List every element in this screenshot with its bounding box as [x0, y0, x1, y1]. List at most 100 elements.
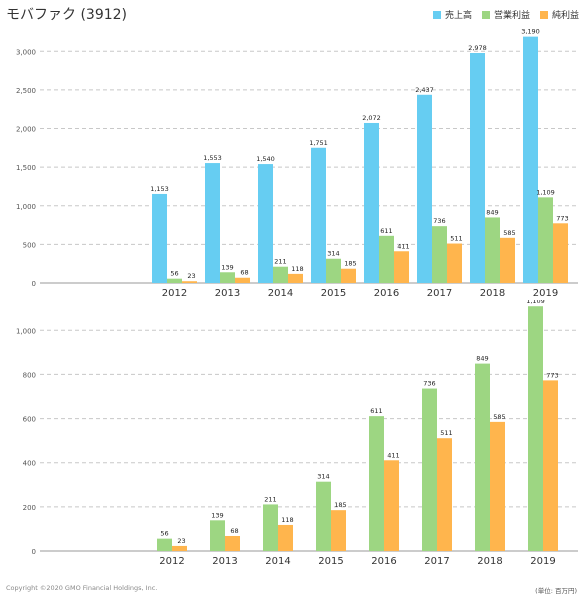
- data-label: 139: [211, 511, 223, 519]
- unit-label: (単位: 百万円): [535, 587, 577, 595]
- data-label: 185: [334, 501, 346, 509]
- bar: [182, 281, 197, 283]
- data-label: 849: [486, 208, 498, 216]
- bar: [523, 36, 538, 283]
- bar: [422, 388, 437, 551]
- data-label: 585: [493, 413, 505, 421]
- legend-label-operating-profit: 営業利益: [493, 11, 530, 21]
- bar: [417, 94, 432, 284]
- data-label: 56: [160, 530, 168, 538]
- bar: [210, 520, 225, 551]
- y-tick-label: 3,000: [16, 48, 36, 56]
- legend-item-net-profit: 純利益: [539, 8, 579, 21]
- bar: [167, 278, 182, 283]
- x-tick-label: 2017: [424, 556, 449, 565]
- data-label: 1,540: [256, 155, 275, 163]
- data-label: 118: [291, 265, 303, 273]
- y-tick-label: 2,500: [16, 87, 36, 95]
- y-tick-label: 1,000: [16, 203, 36, 211]
- bar: [288, 273, 303, 283]
- bar: [528, 306, 543, 551]
- x-tick-label: 2018: [477, 556, 502, 565]
- legend-item-operating-profit: 営業利益: [481, 8, 530, 21]
- bottom-bar-chart: 0 200 400 600 800 1,000 56 23 2012 139 68 2013 211 11…: [16, 300, 578, 565]
- data-label: 1,109: [526, 300, 545, 305]
- bar: [273, 266, 288, 283]
- x-tick-label: 2014: [265, 556, 290, 565]
- bar: [258, 164, 273, 283]
- data-label: 2,437: [415, 86, 434, 94]
- x-tick-label: 2016: [371, 556, 396, 565]
- bar: [331, 510, 346, 551]
- bar: [553, 223, 568, 283]
- data-label: 773: [556, 214, 568, 222]
- bar: [379, 235, 394, 283]
- bar: [394, 251, 409, 283]
- bar: [475, 363, 490, 551]
- data-label: 736: [423, 380, 435, 388]
- x-tick-label: 2017: [427, 288, 452, 299]
- bar: [205, 163, 220, 283]
- legend: 売上高 営業利益 純利益: [432, 8, 579, 21]
- bar: [311, 147, 326, 283]
- data-label: 1,153: [150, 185, 169, 193]
- bar: [220, 272, 235, 283]
- bar: [490, 421, 505, 551]
- data-label: 314: [327, 250, 339, 258]
- bar: [172, 545, 187, 551]
- y-tick-label: 1,500: [16, 164, 36, 172]
- data-label: 118: [281, 516, 293, 524]
- data-label: 849: [476, 355, 488, 363]
- data-label: 585: [503, 229, 515, 237]
- data-label: 211: [264, 495, 276, 503]
- data-label: 23: [187, 272, 195, 280]
- data-label: 211: [274, 258, 286, 266]
- data-label: 185: [344, 260, 356, 268]
- bar: [364, 122, 379, 283]
- x-tick-label: 2014: [268, 288, 293, 299]
- y-tick-label: 2,000: [16, 126, 36, 134]
- legend-swatch-net-profit: [539, 10, 548, 19]
- data-label: 1,109: [536, 188, 555, 196]
- bar: [437, 438, 452, 551]
- y-tick-label: 400: [23, 460, 36, 468]
- chart-title: モバファク (3912): [6, 7, 128, 23]
- legend-swatch-operating-profit: [481, 10, 490, 19]
- x-tick-label: 2018: [480, 288, 505, 299]
- data-label: 23: [177, 537, 185, 545]
- x-tick-label: 2012: [159, 556, 184, 565]
- bar: [369, 416, 384, 551]
- x-tick-label: 2013: [212, 556, 237, 565]
- data-label: 411: [397, 242, 409, 250]
- data-label: 2,072: [362, 114, 381, 122]
- bar: [263, 504, 278, 551]
- data-label: 139: [221, 263, 233, 271]
- bar: [447, 243, 462, 283]
- data-label: 611: [370, 407, 382, 415]
- bar: [152, 193, 167, 283]
- data-label: 56: [170, 270, 178, 278]
- data-label: 1,553: [203, 154, 222, 162]
- data-label: 314: [317, 473, 329, 481]
- y-tick-label: 500: [23, 241, 36, 249]
- legend-swatch-sales: [432, 10, 441, 19]
- x-tick-label: 2013: [215, 288, 240, 299]
- bar: [485, 217, 500, 283]
- data-label: 68: [230, 527, 238, 535]
- y-tick-label: 800: [23, 371, 36, 379]
- x-tick-label: 2015: [321, 288, 346, 299]
- data-label: 773: [546, 371, 558, 379]
- legend-label-sales: 売上高: [444, 11, 472, 21]
- bar: [500, 237, 515, 283]
- bar: [538, 197, 553, 283]
- data-label: 2,978: [468, 44, 487, 52]
- bar: [543, 380, 558, 551]
- y-tick-label: 0: [32, 548, 36, 556]
- x-tick-label: 2019: [533, 288, 558, 299]
- legend-label-net-profit: 純利益: [551, 11, 579, 21]
- bar: [432, 226, 447, 283]
- y-tick-label: 0: [32, 280, 36, 288]
- x-tick-label: 2012: [162, 288, 187, 299]
- data-label: 411: [387, 451, 399, 459]
